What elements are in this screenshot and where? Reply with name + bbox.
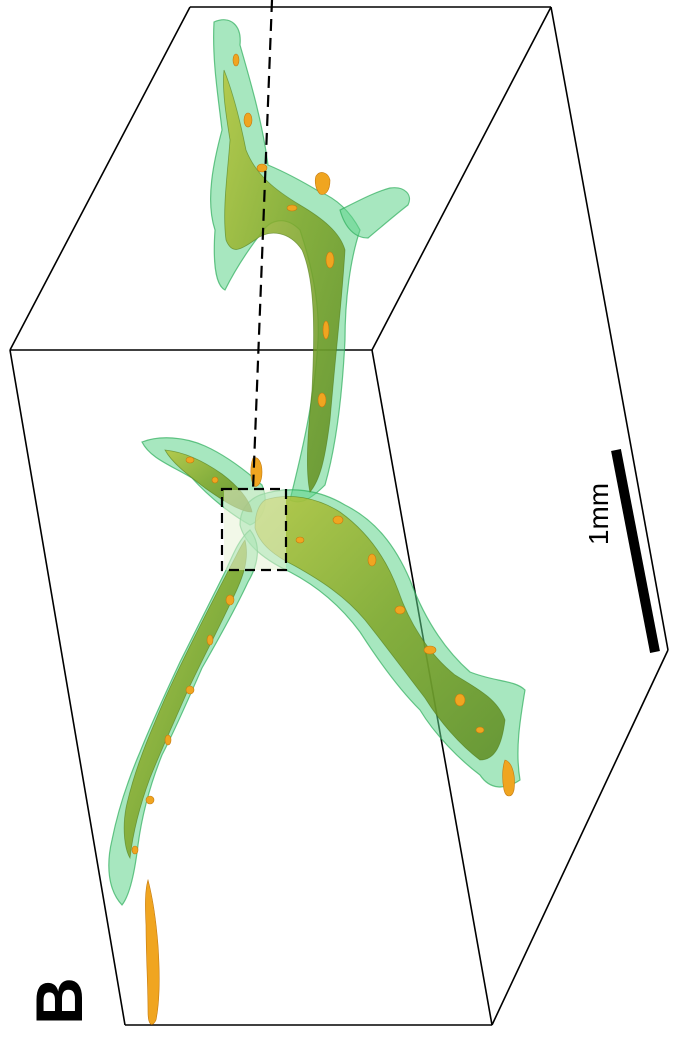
box-edge xyxy=(550,6,669,651)
inner-vessel-core xyxy=(123,69,506,860)
junction-core xyxy=(254,496,506,761)
highlight-speck xyxy=(454,693,466,707)
top-core xyxy=(223,69,346,493)
top-right-highlight xyxy=(314,172,331,195)
highlight-speck xyxy=(475,726,485,734)
highlight-speck xyxy=(185,685,195,695)
highlight-speck xyxy=(131,845,139,855)
highlight-speck xyxy=(317,392,327,408)
highlight-speck xyxy=(256,163,268,173)
highlight-speck xyxy=(145,795,155,805)
side-branch-outer xyxy=(339,187,411,239)
box-edge xyxy=(491,649,669,1026)
highlight-speck xyxy=(322,320,330,340)
highlight-speck xyxy=(206,634,214,646)
vessel-network-render xyxy=(108,19,526,1025)
box-edge xyxy=(9,6,191,351)
highlight-speck xyxy=(243,112,253,128)
highlight-speck xyxy=(332,515,344,525)
highlight-speck xyxy=(225,594,235,606)
highlight-speck xyxy=(185,456,195,464)
scale-bar xyxy=(611,449,660,653)
inset-region-glow xyxy=(224,490,286,570)
highlight-speck xyxy=(423,645,437,655)
highlight-speck xyxy=(394,605,406,615)
highlight-speck xyxy=(164,734,172,746)
box-edge xyxy=(9,349,126,1026)
dashed-inset-box xyxy=(220,487,288,572)
box-edge xyxy=(371,6,552,351)
highlight-speck xyxy=(367,553,377,567)
scale-bar-label: 1mm xyxy=(583,482,614,546)
trunk-end-highlight xyxy=(502,759,515,797)
dashed-cross-section-line xyxy=(251,0,274,491)
inner-highlights xyxy=(131,53,515,1025)
tail-highlight xyxy=(145,878,160,1025)
highlight-speck xyxy=(211,476,219,484)
highlight-speck xyxy=(232,53,240,67)
highlight-speck xyxy=(325,251,335,269)
panel-label: B xyxy=(22,977,96,1025)
highlight-speck xyxy=(286,204,298,212)
highlight-speck xyxy=(295,536,305,544)
